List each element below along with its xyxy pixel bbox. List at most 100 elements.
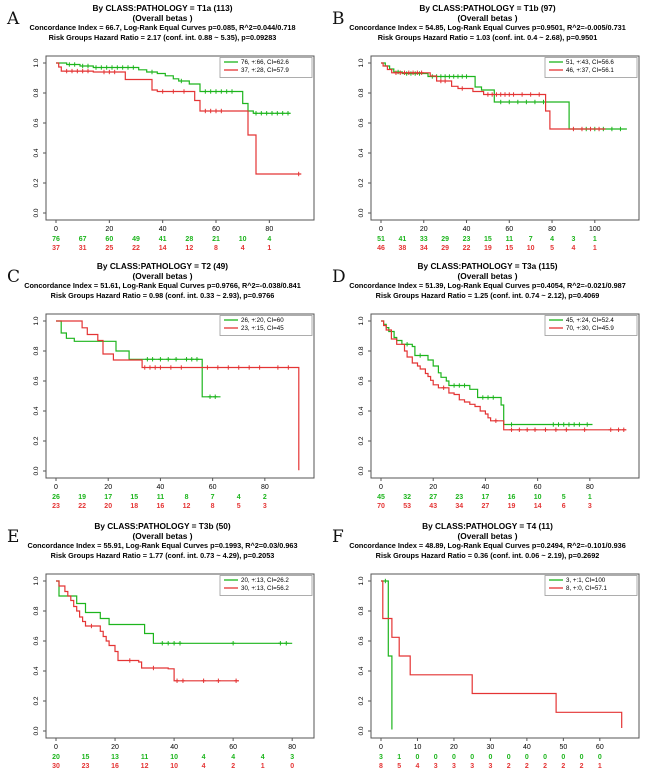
panel-letter: A — [7, 9, 20, 29]
panel-title: By CLASS:PATHOLOGY = T1b (97) — [419, 3, 556, 13]
svg-text:13: 13 — [111, 754, 119, 761]
svg-text:15: 15 — [505, 245, 513, 252]
svg-text:4: 4 — [550, 236, 554, 243]
svg-text:20: 20 — [52, 754, 60, 761]
svg-text:3: 3 — [452, 763, 456, 770]
svg-text:29: 29 — [441, 236, 449, 243]
svg-text:20: 20 — [105, 226, 113, 233]
svg-text:3: 3 — [488, 763, 492, 770]
panel-C: C By CLASS:PATHOLOGY = T2 (49) (Overall … — [0, 258, 325, 516]
svg-text:16: 16 — [111, 763, 119, 770]
svg-text:70, +:30, CI=45.9: 70, +:30, CI=45.9 — [566, 325, 614, 332]
panel-header: By CLASS:PATHOLOGY = T2 (49) (Overall be… — [0, 261, 325, 300]
svg-text:0: 0 — [488, 754, 492, 761]
svg-text:5: 5 — [562, 494, 566, 501]
svg-text:0: 0 — [54, 484, 58, 491]
svg-text:4: 4 — [261, 754, 265, 761]
at-risk-table: 76 67 60 49 41 28 21 10 437 31 25 22 14 12 8 4 1 — [52, 236, 271, 252]
svg-text:3: 3 — [434, 763, 438, 770]
svg-text:0.2: 0.2 — [358, 436, 365, 445]
svg-text:3: 3 — [571, 236, 575, 243]
panel-title: By CLASS:PATHOLOGY = T2 (49) — [96, 261, 229, 271]
svg-text:45: 45 — [377, 494, 385, 501]
svg-text:1: 1 — [261, 763, 265, 770]
svg-text:1: 1 — [267, 245, 271, 252]
svg-text:0: 0 — [290, 763, 294, 770]
svg-text:4: 4 — [231, 754, 235, 761]
svg-text:0.4: 0.4 — [358, 406, 365, 415]
svg-text:20: 20 — [429, 484, 437, 491]
svg-text:0: 0 — [561, 754, 565, 761]
svg-text:0.6: 0.6 — [33, 118, 40, 127]
legend: 45, +:24, CI=52.470, +:30, CI=45.9 — [544, 315, 638, 336]
svg-text:41: 41 — [398, 236, 406, 243]
axes: 0.0 0.2 0.4 0.6 0.8 1.0 0 20 40 60 80 100 — [358, 55, 640, 233]
panel-B: B By CLASS:PATHOLOGY = T1b (97) (Overall… — [325, 0, 650, 258]
svg-text:25: 25 — [105, 245, 113, 252]
red-curve — [56, 62, 302, 177]
svg-text:11: 11 — [157, 494, 165, 501]
svg-text:4: 4 — [416, 763, 420, 770]
svg-text:1.0: 1.0 — [33, 58, 40, 67]
svg-text:8: 8 — [379, 763, 383, 770]
svg-text:76: 76 — [52, 236, 60, 243]
svg-text:0.0: 0.0 — [358, 726, 365, 735]
legend: 76, +:66, CI=62.637, +:28, CI=57.9 — [219, 57, 313, 78]
svg-text:2: 2 — [543, 763, 547, 770]
svg-text:10: 10 — [534, 494, 542, 501]
svg-text:12: 12 — [185, 245, 193, 252]
svg-text:0.2: 0.2 — [33, 178, 40, 187]
svg-text:23, +:15, CI=45: 23, +:15, CI=45 — [241, 325, 284, 332]
axes: 0.0 0.2 0.4 0.6 0.8 1.0 0 20 40 60 80 — [33, 573, 315, 751]
svg-text:20: 20 — [104, 503, 112, 510]
axes: 0.0 0.2 0.4 0.6 0.8 1.0 0 20 40 60 80 — [358, 313, 640, 491]
svg-text:60: 60 — [229, 744, 237, 751]
svg-text:33: 33 — [420, 236, 428, 243]
svg-text:40: 40 — [157, 484, 165, 491]
svg-text:0.6: 0.6 — [33, 376, 40, 385]
green-curve — [56, 62, 291, 116]
panel-hazard: Risk Groups Hazard Ratio = 0.98 (conf. i… — [50, 290, 275, 300]
svg-text:17: 17 — [482, 494, 490, 501]
panel-subtitle: (Overall betas ) — [132, 271, 193, 281]
svg-text:15: 15 — [484, 236, 492, 243]
svg-text:0: 0 — [54, 226, 58, 233]
svg-text:4: 4 — [202, 763, 206, 770]
svg-text:1.0: 1.0 — [358, 58, 365, 67]
svg-text:20: 20 — [104, 484, 112, 491]
red-curve — [381, 580, 623, 728]
svg-text:27: 27 — [482, 503, 490, 510]
green-curve — [381, 578, 393, 730]
svg-text:3: 3 — [263, 503, 267, 510]
svg-text:4: 4 — [571, 245, 575, 252]
panel-header: By CLASS:PATHOLOGY = T4 (11) (Overall be… — [325, 521, 650, 560]
svg-text:30, +:13, CI=56.2: 30, +:13, CI=56.2 — [241, 585, 289, 592]
svg-text:23: 23 — [52, 503, 60, 510]
panel-hazard: Risk Groups Hazard Ratio = 1.25 (conf. i… — [375, 290, 600, 300]
at-risk-table: 26 19 17 15 11 8 7 4 2 23 22 20 18 16 12 8 5 3 — [52, 494, 267, 510]
panel-letter: B — [332, 9, 345, 29]
svg-text:10: 10 — [170, 763, 178, 770]
svg-text:5: 5 — [550, 245, 554, 252]
svg-text:26: 26 — [52, 494, 60, 501]
svg-text:0.8: 0.8 — [358, 606, 365, 615]
svg-text:17: 17 — [104, 494, 112, 501]
panel-stats: Concordance Index = 66.7, Log-Rank Equal… — [29, 23, 296, 32]
svg-text:60: 60 — [505, 226, 513, 233]
svg-text:34: 34 — [455, 503, 463, 510]
panel-subtitle: (Overall betas ) — [457, 13, 518, 23]
panel-E: E By CLASS:PATHOLOGY = T3b (50) (Overall… — [0, 518, 325, 772]
svg-text:0.2: 0.2 — [358, 178, 365, 187]
svg-text:0.2: 0.2 — [358, 696, 365, 705]
svg-text:31: 31 — [79, 245, 87, 252]
panel-stats: Concordance Index = 55.91, Log-Rank Equa… — [27, 541, 298, 550]
svg-text:7: 7 — [211, 494, 215, 501]
panel-title: By CLASS:PATHOLOGY = T1a (113) — [92, 3, 233, 13]
svg-text:0: 0 — [379, 484, 383, 491]
svg-text:0: 0 — [379, 744, 383, 751]
svg-text:18: 18 — [130, 503, 138, 510]
svg-text:1: 1 — [588, 494, 592, 501]
